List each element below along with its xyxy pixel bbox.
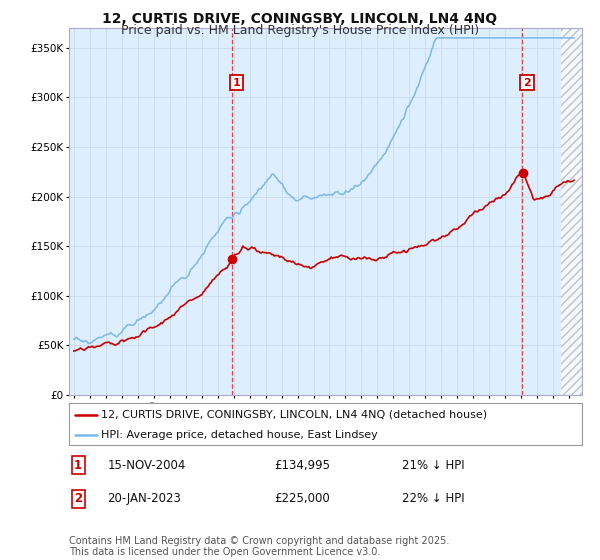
Text: Price paid vs. HM Land Registry's House Price Index (HPI): Price paid vs. HM Land Registry's House …: [121, 24, 479, 36]
Text: 1: 1: [232, 77, 240, 87]
Text: 1: 1: [74, 459, 82, 472]
Text: 22% ↓ HPI: 22% ↓ HPI: [403, 492, 465, 506]
Text: Contains HM Land Registry data © Crown copyright and database right 2025.
This d: Contains HM Land Registry data © Crown c…: [69, 535, 449, 557]
Text: £225,000: £225,000: [274, 492, 330, 506]
Text: 15-NOV-2004: 15-NOV-2004: [107, 459, 186, 472]
Text: 2: 2: [74, 492, 82, 506]
Text: 12, CURTIS DRIVE, CONINGSBY, LINCOLN, LN4 4NQ: 12, CURTIS DRIVE, CONINGSBY, LINCOLN, LN…: [103, 12, 497, 26]
Text: HPI: Average price, detached house, East Lindsey: HPI: Average price, detached house, East…: [101, 430, 377, 440]
Text: 21% ↓ HPI: 21% ↓ HPI: [403, 459, 465, 472]
Text: 20-JAN-2023: 20-JAN-2023: [107, 492, 181, 506]
Text: £134,995: £134,995: [274, 459, 330, 472]
Text: 12, CURTIS DRIVE, CONINGSBY, LINCOLN, LN4 4NQ (detached house): 12, CURTIS DRIVE, CONINGSBY, LINCOLN, LN…: [101, 409, 487, 419]
Text: 2: 2: [523, 77, 531, 87]
